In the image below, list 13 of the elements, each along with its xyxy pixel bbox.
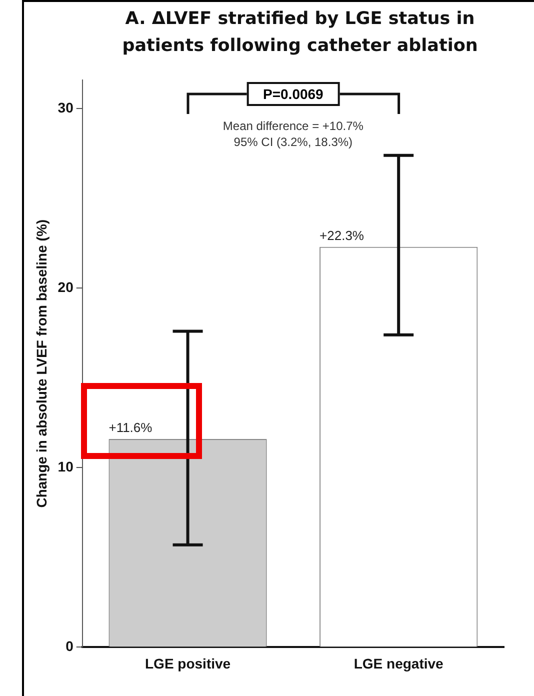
y-tick-label: 0 [66,638,74,654]
data-label: +22.3% [320,228,364,244]
y-axis-title: Change in absolute LVEF from baseline (%) [33,219,50,508]
chart-title: A. ΔLVEF stratified by LGE status in patients following catheter ablation [121,8,479,58]
y-tick-label: 20 [58,279,74,296]
x-tick-label: LGE negative [354,655,444,672]
y-tick-label: 10 [58,458,74,475]
x-tick-label: LGE positive [144,655,231,672]
annotation: 95% CI (3.2%, 18.3%) [234,135,353,150]
annotation: Mean difference = +10.7% [222,119,364,134]
data-label: +11.6% [108,420,153,436]
y-tick-label: 30 [58,100,74,116]
annotation: P=0.0069 [247,82,340,106]
